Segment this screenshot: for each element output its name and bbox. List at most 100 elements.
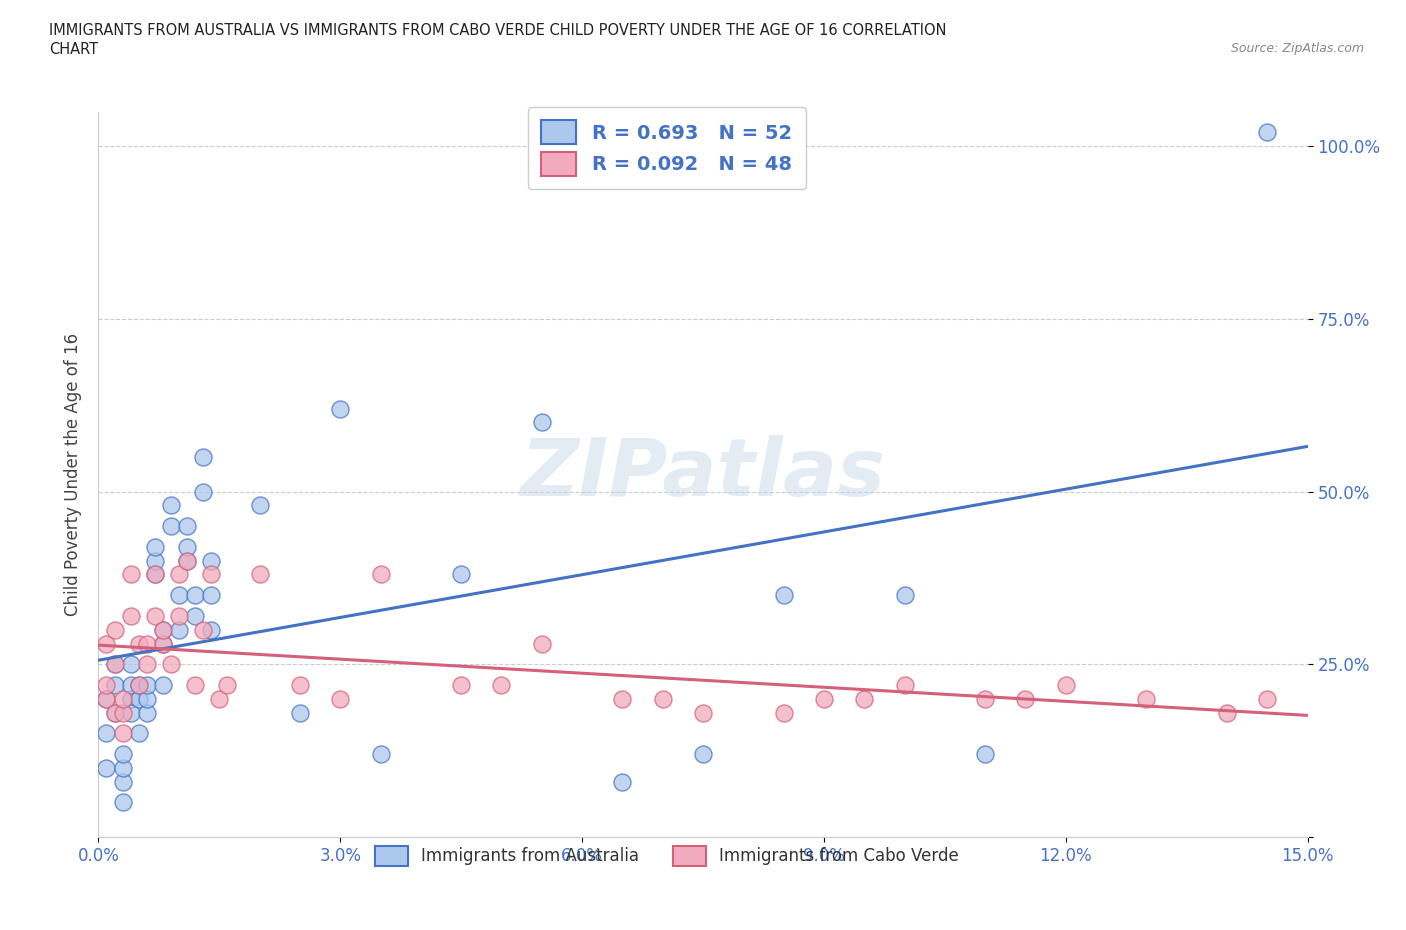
Point [120, 705, 142, 720]
Point [96, 691, 118, 706]
Point [120, 678, 142, 693]
Point [193, 622, 215, 637]
Point [184, 608, 207, 623]
Point [96, 761, 118, 776]
Point [111, 705, 134, 720]
Point [176, 519, 198, 534]
Point [893, 588, 915, 603]
Point [143, 567, 166, 582]
Point [135, 705, 157, 720]
Point [176, 539, 198, 554]
Point [813, 691, 835, 706]
Point [111, 747, 134, 762]
Text: IMMIGRANTS FROM AUSTRALIA VS IMMIGRANTS FROM CABO VERDE CHILD POVERTY UNDER THE : IMMIGRANTS FROM AUSTRALIA VS IMMIGRANTS … [49, 23, 946, 38]
Point [1256, 125, 1278, 140]
Point [288, 678, 311, 693]
Point [167, 608, 190, 623]
Point [1054, 678, 1077, 693]
Point [103, 705, 125, 720]
Point [167, 567, 190, 582]
Point [692, 747, 714, 762]
Point [450, 567, 472, 582]
Text: Source: ZipAtlas.com: Source: ZipAtlas.com [1230, 42, 1364, 55]
Point [103, 657, 125, 671]
Point [249, 498, 271, 512]
Point [103, 678, 125, 693]
Point [135, 691, 157, 706]
Point [128, 636, 150, 651]
Point [1216, 705, 1239, 720]
Point [96, 678, 118, 693]
Point [152, 622, 174, 637]
Point [96, 691, 118, 706]
Point [143, 553, 166, 568]
Point [200, 588, 222, 603]
Point [450, 678, 472, 693]
Point [176, 553, 198, 568]
Point [152, 622, 174, 637]
Legend: Immigrants from Australia, Immigrants from Cabo Verde: Immigrants from Australia, Immigrants fr… [361, 832, 973, 880]
Point [152, 678, 174, 693]
Point [1256, 691, 1278, 706]
Point [128, 678, 150, 693]
Point [772, 588, 794, 603]
Point [370, 747, 392, 762]
Point [491, 678, 513, 693]
Point [120, 657, 142, 671]
Point [167, 588, 190, 603]
Point [152, 636, 174, 651]
Point [120, 608, 142, 623]
Point [160, 519, 183, 534]
Point [530, 636, 553, 651]
Point [193, 449, 215, 464]
Point [530, 415, 553, 430]
Point [111, 761, 134, 776]
Point [1135, 691, 1157, 706]
Point [329, 691, 352, 706]
Point [200, 553, 222, 568]
Point [974, 747, 997, 762]
Text: ZIPatlas: ZIPatlas [520, 435, 886, 513]
Point [853, 691, 876, 706]
Point [651, 691, 673, 706]
Point [111, 795, 134, 810]
Point [128, 691, 150, 706]
Point [612, 691, 634, 706]
Point [135, 636, 157, 651]
Point [135, 678, 157, 693]
Y-axis label: Child Poverty Under the Age of 16: Child Poverty Under the Age of 16 [63, 333, 82, 616]
Point [184, 588, 207, 603]
Point [103, 622, 125, 637]
Point [111, 726, 134, 741]
Point [288, 705, 311, 720]
Point [111, 691, 134, 706]
Point [370, 567, 392, 582]
Point [167, 622, 190, 637]
Point [217, 678, 239, 693]
Point [772, 705, 794, 720]
Point [249, 567, 271, 582]
Point [612, 775, 634, 790]
Point [103, 657, 125, 671]
Point [143, 539, 166, 554]
Point [974, 691, 997, 706]
Point [128, 678, 150, 693]
Text: CHART: CHART [49, 42, 98, 57]
Point [96, 726, 118, 741]
Point [160, 498, 183, 512]
Point [193, 485, 215, 499]
Point [152, 636, 174, 651]
Point [120, 691, 142, 706]
Point [96, 636, 118, 651]
Point [692, 705, 714, 720]
Point [208, 691, 231, 706]
Point [176, 553, 198, 568]
Point [143, 608, 166, 623]
Point [329, 401, 352, 416]
Point [128, 726, 150, 741]
Point [200, 567, 222, 582]
Point [103, 705, 125, 720]
Point [160, 657, 183, 671]
Point [184, 678, 207, 693]
Point [200, 622, 222, 637]
